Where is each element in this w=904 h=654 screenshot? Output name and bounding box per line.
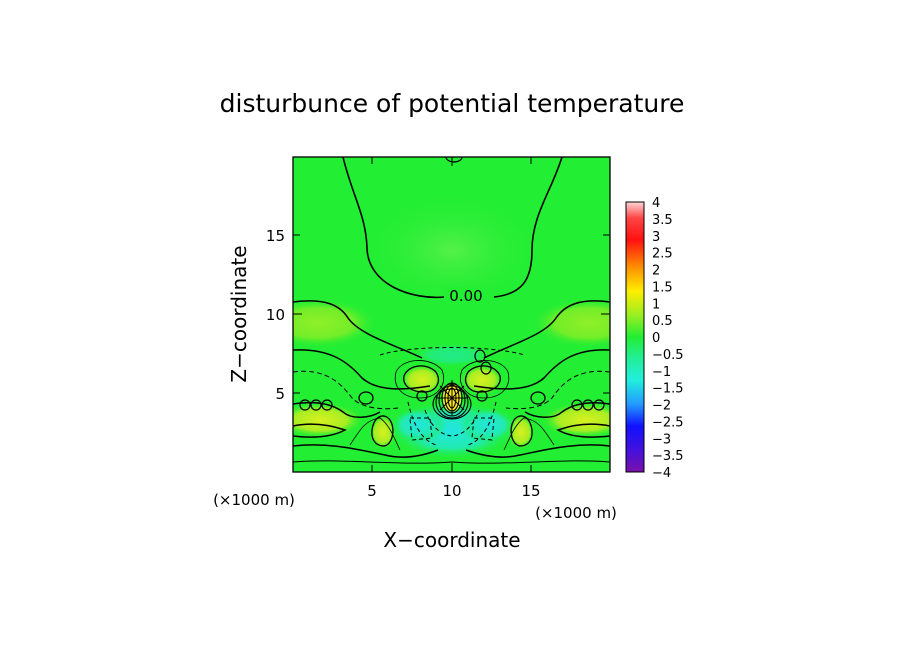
colorbar-tick-label: −4	[652, 466, 671, 481]
colorbar-tick-label: −1	[652, 365, 671, 380]
colorbar-tick-label: −2.5	[652, 415, 684, 430]
contour-core-lines	[436, 380, 468, 416]
colorbar-tick-label: −0.5	[652, 348, 684, 363]
contour-ring-12	[416, 390, 428, 402]
contour-side-right	[483, 300, 610, 359]
contour-dashed-core-left	[407, 401, 437, 446]
contour-ring-11	[476, 390, 488, 402]
contour-side-left	[293, 300, 423, 359]
contour-label-zero: 0.00	[449, 287, 482, 305]
contour-ring-4	[310, 399, 322, 411]
field-upper-light	[357, 190, 547, 310]
contour-blob-left	[403, 365, 439, 393]
contour-ring-2	[530, 391, 546, 405]
contour-ring-8	[593, 399, 605, 411]
contour-dashed-right	[505, 370, 610, 410]
contour-thin-left	[349, 417, 401, 451]
colorbar-tick-label: 1	[652, 297, 660, 312]
contour-bottom-right	[465, 444, 610, 458]
warm-band-right	[540, 402, 610, 438]
colorbar-tick-label: 3	[652, 230, 660, 245]
contour-thin-right	[503, 417, 555, 451]
colorbar-tick-label: 2.5	[652, 247, 673, 262]
contour-ring-3	[299, 399, 311, 411]
x-tick-label-10: 10	[442, 482, 461, 500]
contour-dashed-upper	[379, 347, 526, 356]
contour-band-left	[293, 423, 347, 438]
contour-dashed-core-box	[409, 417, 495, 441]
contour-bottom-left	[293, 444, 439, 458]
colorbar-tick-label: 2	[652, 264, 660, 279]
contour-ring-1	[358, 391, 374, 405]
contour-lobe-left	[371, 415, 394, 447]
colorbar	[625, 201, 645, 473]
y-tick-label-5: 5	[275, 385, 285, 403]
contour-dashed-left	[293, 370, 399, 410]
contour-lines	[293, 157, 610, 464]
y-axis-label: Z−coordinate	[227, 245, 251, 382]
contour-mid-left	[293, 349, 431, 390]
contour-dashed-core-right	[467, 401, 497, 446]
contour-blob-right-outer	[460, 360, 510, 399]
colorbar-tick-label: 1.5	[652, 280, 673, 295]
y-axis	[293, 234, 610, 394]
plot-area: 0.00	[293, 157, 610, 472]
contour-zero-upper	[342, 157, 563, 299]
y-tick-label-15: 15	[266, 227, 285, 245]
contour-ring-10	[480, 361, 492, 375]
x-tick-label-15: 15	[521, 482, 540, 500]
contour-low-right	[524, 401, 610, 418]
contour-blob-right	[465, 365, 501, 393]
x-axis-label: X−coordinate	[383, 528, 520, 552]
contour-band-right	[556, 423, 610, 438]
contour-lobe-right	[510, 415, 533, 447]
warm-region-left	[293, 298, 378, 348]
contour-ring-5	[321, 399, 333, 411]
contour-mid-right	[473, 349, 610, 390]
x-axis	[371, 157, 532, 472]
colorbar-tick-label: −3	[652, 432, 671, 447]
x-unit-label-right: (×1000 m)	[535, 504, 617, 522]
colorbar-labels: 4 3.5 3 2.5 21.5 1 0.5 0 −0.5 −1 −1.5 −2−2.5 −3 −3.5 −…	[652, 196, 684, 481]
colorbar-tick-label: 3.5	[652, 213, 673, 228]
colorbar-tick-label: −3.5	[652, 449, 684, 464]
contour-floor	[293, 460, 610, 464]
cool-region-left	[390, 407, 446, 443]
colorbar-tick-label: 4	[652, 196, 660, 211]
contour-low-left	[293, 401, 381, 418]
colorbar-tick-label: 0.5	[652, 314, 673, 329]
chart-title: disturbunce of potential temperature	[220, 89, 685, 118]
contour-ring-top	[445, 157, 463, 163]
contour-blob-left-outer	[394, 360, 444, 399]
x-unit-label-left: (×1000 m)	[213, 491, 295, 509]
x-tick-label-5: 5	[367, 482, 377, 500]
warm-band-left	[293, 402, 365, 438]
contour-ring-9	[474, 349, 486, 363]
colorbar-tick-label: 0	[652, 331, 660, 346]
warm-region-right	[530, 298, 610, 348]
contour-ring-6	[571, 399, 583, 411]
colorbar-tick-label: −1.5	[652, 382, 684, 397]
colorbar-tick-label: −2	[652, 399, 671, 414]
y-tick-label-10: 10	[266, 306, 285, 324]
contour-ring-7	[582, 399, 594, 411]
cool-region-upper	[412, 343, 492, 367]
contour-label-bg	[444, 287, 488, 303]
